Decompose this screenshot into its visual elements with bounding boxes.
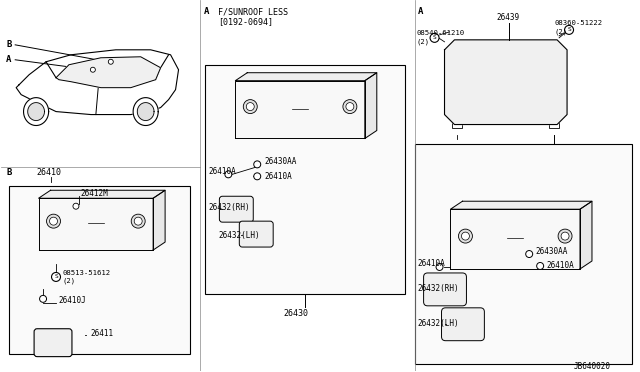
Circle shape (253, 161, 260, 168)
Text: 26411: 26411 (91, 329, 114, 338)
Circle shape (52, 272, 61, 282)
Polygon shape (451, 209, 580, 269)
Polygon shape (365, 73, 377, 138)
Circle shape (564, 25, 573, 34)
Text: 26432(LH): 26432(LH) (418, 319, 460, 328)
FancyBboxPatch shape (424, 273, 467, 306)
Text: 26410: 26410 (36, 168, 61, 177)
Polygon shape (16, 50, 179, 115)
FancyBboxPatch shape (239, 221, 273, 247)
Circle shape (346, 103, 354, 110)
Circle shape (40, 295, 47, 302)
Polygon shape (138, 103, 154, 121)
Bar (549, 119, 559, 128)
Text: B: B (6, 168, 12, 177)
Text: S: S (433, 35, 436, 40)
Text: A: A (418, 7, 423, 16)
Circle shape (461, 232, 469, 240)
Polygon shape (28, 103, 44, 121)
Text: JB640020: JB640020 (574, 362, 611, 371)
Text: 26430AA: 26430AA (535, 247, 568, 256)
Circle shape (225, 171, 232, 178)
Circle shape (537, 263, 543, 269)
Text: 26410J: 26410J (58, 296, 86, 305)
Polygon shape (38, 190, 165, 198)
Polygon shape (38, 198, 153, 250)
Bar (290, 110, 296, 116)
Circle shape (47, 214, 61, 228)
Circle shape (343, 100, 357, 113)
Bar (517, 240, 524, 245)
Bar (452, 119, 463, 128)
Circle shape (246, 103, 254, 110)
Circle shape (458, 229, 472, 243)
Polygon shape (580, 201, 592, 269)
Circle shape (73, 203, 79, 209)
Text: S: S (54, 275, 58, 279)
Polygon shape (236, 81, 365, 138)
FancyBboxPatch shape (442, 308, 484, 341)
Bar (449, 44, 561, 119)
Circle shape (253, 173, 260, 180)
Circle shape (243, 100, 257, 113)
FancyBboxPatch shape (284, 102, 316, 119)
FancyBboxPatch shape (80, 216, 112, 234)
Text: 08360-51222: 08360-51222 (554, 20, 602, 26)
Text: 26410A: 26410A (418, 260, 445, 269)
Bar (205, 65, 404, 294)
Text: 08513-51612: 08513-51612 (63, 270, 111, 276)
Polygon shape (236, 73, 377, 81)
Polygon shape (24, 97, 49, 125)
Bar (302, 110, 308, 116)
Text: 26410A: 26410A (546, 262, 574, 270)
Text: A: A (204, 7, 209, 16)
Text: 26410A: 26410A (209, 167, 236, 176)
Text: 26410A: 26410A (264, 172, 292, 181)
Text: B: B (6, 40, 12, 49)
Text: 26439: 26439 (497, 13, 520, 22)
Circle shape (436, 263, 443, 270)
Text: S: S (567, 28, 571, 32)
Text: F/SUNROOF LESS: F/SUNROOF LESS (218, 7, 289, 16)
Circle shape (558, 229, 572, 243)
Circle shape (525, 250, 532, 257)
Polygon shape (445, 40, 567, 125)
Polygon shape (451, 201, 592, 209)
Text: 26412M: 26412M (81, 189, 109, 198)
Text: (2): (2) (554, 29, 567, 35)
Text: [0192-0694]: [0192-0694] (218, 17, 273, 26)
Polygon shape (56, 57, 161, 88)
Bar (86, 225, 92, 230)
FancyBboxPatch shape (34, 329, 72, 357)
Text: 08540-61210: 08540-61210 (417, 30, 465, 36)
Circle shape (561, 232, 569, 240)
Circle shape (131, 214, 145, 228)
Bar (9, 186, 191, 354)
Polygon shape (153, 190, 165, 250)
Bar (506, 240, 511, 245)
Text: 26432(LH): 26432(LH) (218, 231, 260, 240)
FancyBboxPatch shape (499, 231, 531, 249)
Circle shape (134, 217, 142, 225)
Text: A: A (6, 55, 12, 64)
Text: 26430AA: 26430AA (264, 157, 296, 166)
Text: (2): (2) (417, 39, 429, 45)
Text: 26432(RH): 26432(RH) (418, 284, 460, 294)
Text: (2): (2) (63, 278, 76, 284)
Text: 26430: 26430 (283, 309, 308, 318)
Circle shape (430, 33, 439, 42)
Circle shape (90, 67, 95, 72)
Bar (98, 225, 104, 230)
FancyBboxPatch shape (220, 196, 253, 222)
Polygon shape (133, 97, 158, 125)
Circle shape (108, 59, 113, 64)
Text: 26432(RH): 26432(RH) (209, 203, 250, 212)
Circle shape (49, 217, 58, 225)
Bar (415, 144, 632, 363)
